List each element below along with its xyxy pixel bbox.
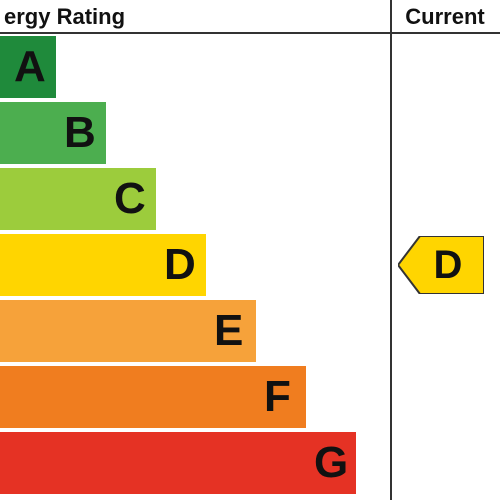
current-rating-label: D bbox=[398, 236, 484, 294]
rating-bar-c: C bbox=[0, 168, 390, 230]
rating-bars: ABCDEFG bbox=[0, 36, 390, 500]
rating-bar-label: C bbox=[114, 168, 146, 230]
rating-bar-b: B bbox=[0, 102, 390, 164]
rating-bar-label: D bbox=[164, 234, 196, 296]
rating-bar-g: G bbox=[0, 432, 390, 494]
rating-bar-fill bbox=[0, 366, 306, 428]
rating-bar-d: D bbox=[0, 234, 390, 296]
current-rating-arrow: D bbox=[398, 236, 484, 294]
rating-bar-fill bbox=[0, 432, 356, 494]
header-title: ergy Rating bbox=[0, 0, 125, 34]
header-current: Current bbox=[390, 0, 500, 34]
rating-bar-f: F bbox=[0, 366, 390, 428]
chart-header: ergy Rating Current bbox=[0, 0, 500, 34]
energy-rating-chart: ergy Rating Current ABCDEFG D bbox=[0, 0, 500, 500]
rating-bar-a: A bbox=[0, 36, 390, 98]
rating-bar-label: A bbox=[14, 36, 46, 98]
rating-bar-label: B bbox=[64, 102, 96, 164]
column-divider bbox=[390, 0, 392, 500]
rating-bar-e: E bbox=[0, 300, 390, 362]
rating-bar-label: F bbox=[264, 366, 291, 428]
rating-bar-label: E bbox=[214, 300, 243, 362]
rating-bar-label: G bbox=[314, 432, 348, 494]
